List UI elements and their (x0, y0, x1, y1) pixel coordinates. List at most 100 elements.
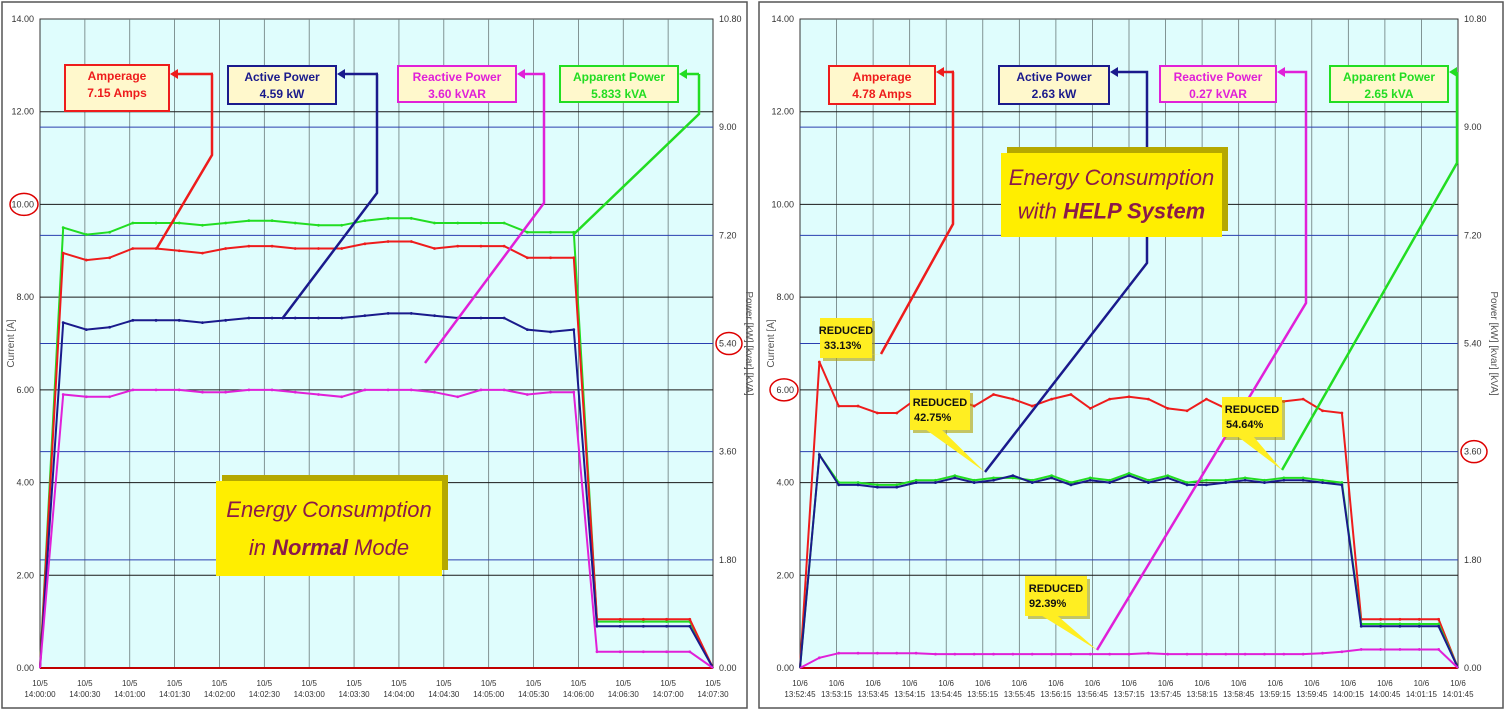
callout-box (1222, 397, 1282, 437)
series-point-apparent (1166, 474, 1170, 478)
leader-line-reactive (1095, 70, 1308, 651)
series-point-apparent (502, 221, 506, 225)
x-tick-time: 14:00:15 (1333, 690, 1365, 699)
banner-box (216, 481, 442, 576)
value-box-apparent: Apparent Power 2.65 kVA (1329, 65, 1449, 103)
right-tick-label: 7.20 (1464, 230, 1482, 240)
series-point-amperage (270, 244, 274, 248)
left-tick-label: 6.00 (16, 385, 34, 395)
series-point-apparent (363, 219, 367, 223)
series-point-active (131, 318, 135, 322)
left-tick-label: 14.00 (771, 14, 794, 24)
series-point-reactive (1282, 652, 1286, 656)
series-point-amperage (1050, 397, 1053, 401)
series-point-apparent (953, 474, 957, 478)
series-point-reactive (61, 393, 65, 396)
x-tick-date: 10/6 (902, 679, 918, 688)
series-point-active (641, 624, 645, 628)
series-point-reactive (837, 651, 841, 655)
right-tick-label: 10.80 (719, 14, 742, 24)
series-point-apparent (665, 620, 668, 624)
left-tick-label: 12.00 (11, 107, 34, 117)
series-point-apparent (895, 483, 899, 487)
series-point-amperage (665, 617, 668, 621)
x-tick-date: 10/6 (1085, 679, 1101, 688)
callout-value: 42.75% (914, 412, 952, 424)
right-tick-label: 3.60 (1464, 447, 1482, 457)
x-tick-date: 10/6 (1012, 679, 1028, 688)
x-tick-date: 10/5 (122, 679, 138, 688)
series-point-apparent (247, 219, 251, 223)
banner-line-1: Energy Consumption (1009, 165, 1214, 190)
series-point-apparent (177, 221, 181, 225)
callout-label: REDUCED (913, 397, 967, 409)
series-point-amperage (1398, 617, 1402, 621)
series-point-apparent (340, 223, 344, 227)
callout-value: 54.64% (1226, 419, 1264, 431)
series-point-apparent (1224, 478, 1228, 482)
series-point-reactive (618, 650, 622, 654)
series-point-apparent (549, 230, 552, 234)
series-line-amperage (39, 240, 714, 669)
title-banner: Energy Consumption in Normal Mode (216, 475, 448, 576)
x-tick-date: 10/5 (167, 679, 183, 688)
x-tick-date: 10/6 (1158, 679, 1174, 688)
x-tick-time: 14:01:15 (1406, 690, 1438, 699)
series-point-active (972, 481, 976, 484)
callout-label: REDUCED (1029, 583, 1083, 595)
value-box-label: Active Power (244, 70, 320, 84)
series-point-reactive (317, 393, 320, 396)
series-point-apparent (1379, 622, 1382, 626)
series-point-amperage (201, 251, 204, 255)
series-point-active (837, 483, 841, 487)
series-point-active (1417, 624, 1421, 628)
x-tick-date: 10/6 (938, 679, 954, 688)
series-point-amperage (247, 244, 251, 248)
x-tick-date: 10/5 (705, 679, 721, 688)
left-tick-label: 0.00 (16, 663, 34, 673)
x-tick-date: 10/6 (1194, 679, 1210, 688)
x-tick-time: 14:06:00 (563, 690, 595, 699)
series-point-reactive (247, 388, 251, 392)
series-point-reactive (572, 390, 576, 394)
left-tick-label: 8.00 (776, 292, 794, 302)
x-tick-date: 10/6 (1048, 679, 1064, 688)
value-box-frame (828, 65, 936, 105)
right-tick-label: 7.20 (719, 230, 737, 240)
series-point-apparent (201, 223, 204, 227)
series-point-apparent (1050, 474, 1053, 478)
series-point-apparent (293, 221, 297, 225)
series-point-amperage (688, 617, 692, 621)
x-tick-time: 13:57:15 (1113, 690, 1145, 699)
x-tick-date: 10/6 (1450, 679, 1466, 688)
series-point-reactive (1321, 651, 1324, 655)
right-tick-label: 5.40 (719, 339, 737, 349)
series-point-apparent (154, 221, 158, 225)
value-box-value: 2.63 kW (1032, 87, 1077, 101)
value-box-label: Apparent Power (573, 70, 665, 84)
series-point-reactive (641, 650, 645, 654)
x-tick-date: 10/6 (975, 679, 991, 688)
value-box-label: Active Power (1016, 70, 1092, 84)
x-tick-date: 10/6 (1304, 679, 1320, 688)
x-tick-time: 13:59:45 (1296, 690, 1328, 699)
x-tick-time: 14:00:30 (69, 690, 101, 699)
x-tick-time: 14:05:00 (473, 690, 505, 699)
leader-arrowhead-amperage (936, 67, 944, 77)
left-tick-label: 2.00 (776, 570, 794, 580)
reduced-callout: REDUCED 54.64% (1222, 397, 1285, 470)
reduced-callout: REDUCED 33.13% (819, 318, 881, 361)
title-banner: Energy Consumption with HELP System (1001, 147, 1228, 237)
series-point-apparent (1340, 481, 1344, 484)
series-point-active (665, 624, 668, 628)
right-tick-label: 1.80 (719, 555, 737, 565)
series-point-active (953, 476, 957, 480)
banner-box (1001, 153, 1222, 237)
series-point-reactive (895, 651, 899, 655)
series-point-reactive (914, 651, 918, 655)
series-point-active (409, 311, 413, 315)
y-axis-label-left: Current [A] (6, 319, 17, 368)
series-point-active (914, 481, 918, 484)
x-tick-date: 10/6 (1267, 679, 1283, 688)
